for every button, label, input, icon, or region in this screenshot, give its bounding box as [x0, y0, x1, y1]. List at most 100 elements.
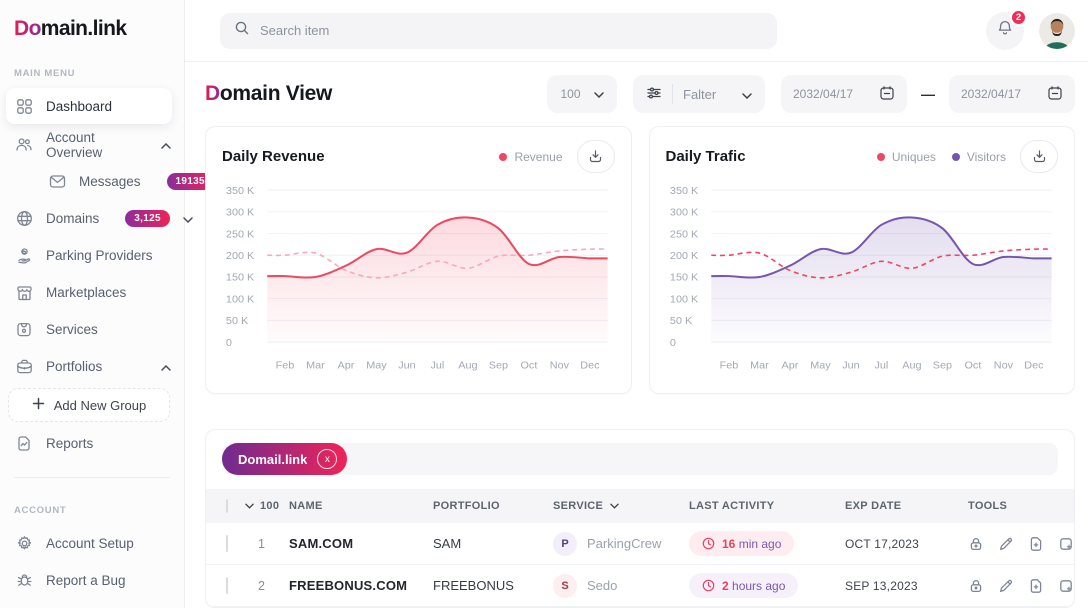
svg-text:0: 0	[226, 337, 232, 349]
main-area: 2 Domain View 100	[185, 0, 1088, 608]
globe-icon	[15, 210, 33, 228]
filter-sliders-icon	[646, 85, 662, 104]
chevron-down-icon	[742, 87, 752, 102]
svg-text:Feb: Feb	[719, 360, 738, 372]
select-all-checkbox[interactable]	[226, 499, 228, 513]
count-badge: 3,125	[125, 210, 170, 227]
sidebar-item-services[interactable]: Services	[0, 311, 184, 348]
topbar-right: 2	[986, 8, 1075, 50]
sidebar-item-dashboard[interactable]: Dashboard	[6, 88, 172, 124]
date-range-dash: —	[921, 86, 935, 102]
chevron-down-icon[interactable]	[245, 500, 254, 512]
clock-icon	[702, 537, 715, 550]
chevron-down-icon	[183, 211, 193, 226]
chevron-up-icon	[161, 359, 171, 374]
chip-label: Domail.link	[238, 451, 308, 467]
report-icon	[15, 435, 33, 453]
svg-text:300 K: 300 K	[226, 207, 254, 219]
download-chart-button[interactable]	[1020, 140, 1058, 173]
svg-text:Dec: Dec	[1024, 360, 1043, 372]
portfolio-name: SAM	[433, 536, 462, 551]
box-icon	[15, 321, 33, 339]
duplicate-icon[interactable]	[1058, 536, 1074, 552]
grid-icon	[15, 97, 33, 115]
svg-text:300 K: 300 K	[669, 207, 697, 219]
page-size-select[interactable]: 100	[547, 75, 617, 113]
search-box[interactable]	[220, 12, 777, 49]
sidebar-item-label: Marketplaces	[46, 285, 127, 300]
filter-label: Falter	[683, 86, 717, 102]
file-add-icon[interactable]	[1028, 536, 1044, 552]
sidebar-item-label: Domains	[46, 211, 100, 226]
column-header-portfolio[interactable]: PORTFOLIO	[433, 500, 500, 512]
svg-text:Sep: Sep	[932, 360, 951, 372]
add-new-group-button[interactable]: Add New Group	[8, 388, 170, 422]
filter-dropdown[interactable]: Falter	[633, 75, 765, 113]
store-icon	[15, 284, 33, 302]
sidebar-item-account-overview[interactable]: Account Overview	[0, 126, 184, 163]
sidebar-item-portfolios[interactable]: Portfolios	[0, 348, 184, 385]
sidebar-item-parking-providers[interactable]: Parking Providers	[0, 237, 184, 274]
service-name: ParkingCrew	[587, 536, 662, 551]
column-header-service[interactable]: SERVICE	[553, 500, 689, 512]
last-activity-pill: 16 min ago	[689, 531, 795, 556]
edit-icon[interactable]	[998, 536, 1014, 552]
sidebar-item-marketplaces[interactable]: Marketplaces	[0, 274, 184, 311]
lock-icon[interactable]	[968, 536, 984, 552]
legend-entry: Visitors	[951, 150, 1006, 164]
search-input[interactable]	[260, 23, 763, 38]
date-from-value: 2032/04/17	[793, 87, 854, 101]
row-checkbox[interactable]	[226, 535, 228, 552]
bug-icon	[15, 572, 33, 590]
service-name: Sedo	[587, 578, 618, 593]
row-number: 1	[258, 536, 265, 551]
download-chart-button[interactable]	[576, 140, 615, 173]
domain-filter-chip[interactable]: Domail.link x	[222, 443, 348, 475]
svg-text:Sep: Sep	[489, 360, 508, 372]
chevron-down-icon	[610, 500, 619, 512]
sidebar-item-label: Portfolios	[46, 359, 103, 374]
date-from-picker[interactable]: 2032/04/17	[781, 75, 907, 113]
duplicate-icon[interactable]	[1058, 578, 1074, 594]
domain-name[interactable]: SAM.COM	[289, 536, 354, 551]
column-header-name[interactable]: NAME	[289, 500, 323, 512]
svg-text:Dec: Dec	[580, 360, 599, 372]
sidebar-item-messages[interactable]: Messages 19135	[0, 163, 214, 200]
sidebar-item-report-a-bug[interactable]: Report a Bug	[0, 562, 184, 599]
lock-icon[interactable]	[968, 578, 984, 594]
file-add-icon[interactable]	[1028, 578, 1044, 594]
filter-chip-bar: Domail.link x	[222, 443, 1058, 475]
chip-close-icon[interactable]: x	[317, 449, 338, 469]
user-avatar[interactable]	[1039, 12, 1075, 49]
portfolio-name: FREEBONUS	[433, 578, 514, 593]
bell-icon	[996, 19, 1014, 42]
legend-entry: Uniques	[876, 150, 936, 164]
chart-header: Daily Trafic Uniques Visitors	[666, 140, 1058, 173]
svg-text:Jul: Jul	[431, 360, 445, 372]
edit-icon[interactable]	[998, 578, 1014, 594]
column-header-exp-date[interactable]: EXP DATE	[845, 500, 902, 512]
exp-date: SEP 13,2023	[845, 578, 918, 593]
service-cell: S Sedo	[553, 573, 689, 598]
sidebar-item-domains[interactable]: Domains 3,125	[0, 200, 193, 237]
svg-text:100 K: 100 K	[226, 294, 254, 306]
table-header-row: 100 NAME PORTFOLIO SERVICE LAST ACTIVITY…	[206, 489, 1074, 523]
calendar-icon	[1047, 85, 1063, 104]
svg-text:50 K: 50 K	[226, 315, 248, 327]
sidebar-item-reports[interactable]: Reports	[0, 425, 184, 462]
sidebar-item-account-setup[interactable]: Account Setup	[0, 525, 184, 562]
column-header-last-activity[interactable]: LAST ACTIVITY	[689, 500, 775, 512]
domain-name[interactable]: FREEBONUS.COM	[289, 578, 408, 593]
service-cell: P ParkingCrew	[553, 531, 689, 556]
row-checkbox[interactable]	[226, 577, 228, 594]
svg-text:May: May	[810, 360, 831, 372]
sidebar-item-label: Messages	[79, 174, 141, 189]
daily-trafic-chart: 350 K 300 K 250 K 200 K 150 K 100 K 50 K 0 Feb Ma…	[669, 185, 1052, 372]
date-to-picker[interactable]: 2032/04/17	[949, 75, 1075, 113]
notifications-button[interactable]: 2	[986, 8, 1027, 50]
logo-dark-part: main.link	[40, 17, 127, 40]
svg-text:Apr: Apr	[781, 360, 798, 372]
svg-text:Aug: Aug	[902, 360, 921, 372]
main-nav: Dashboard Account Overview Messages 19135 Do…	[0, 88, 214, 462]
clock-icon	[702, 579, 715, 592]
